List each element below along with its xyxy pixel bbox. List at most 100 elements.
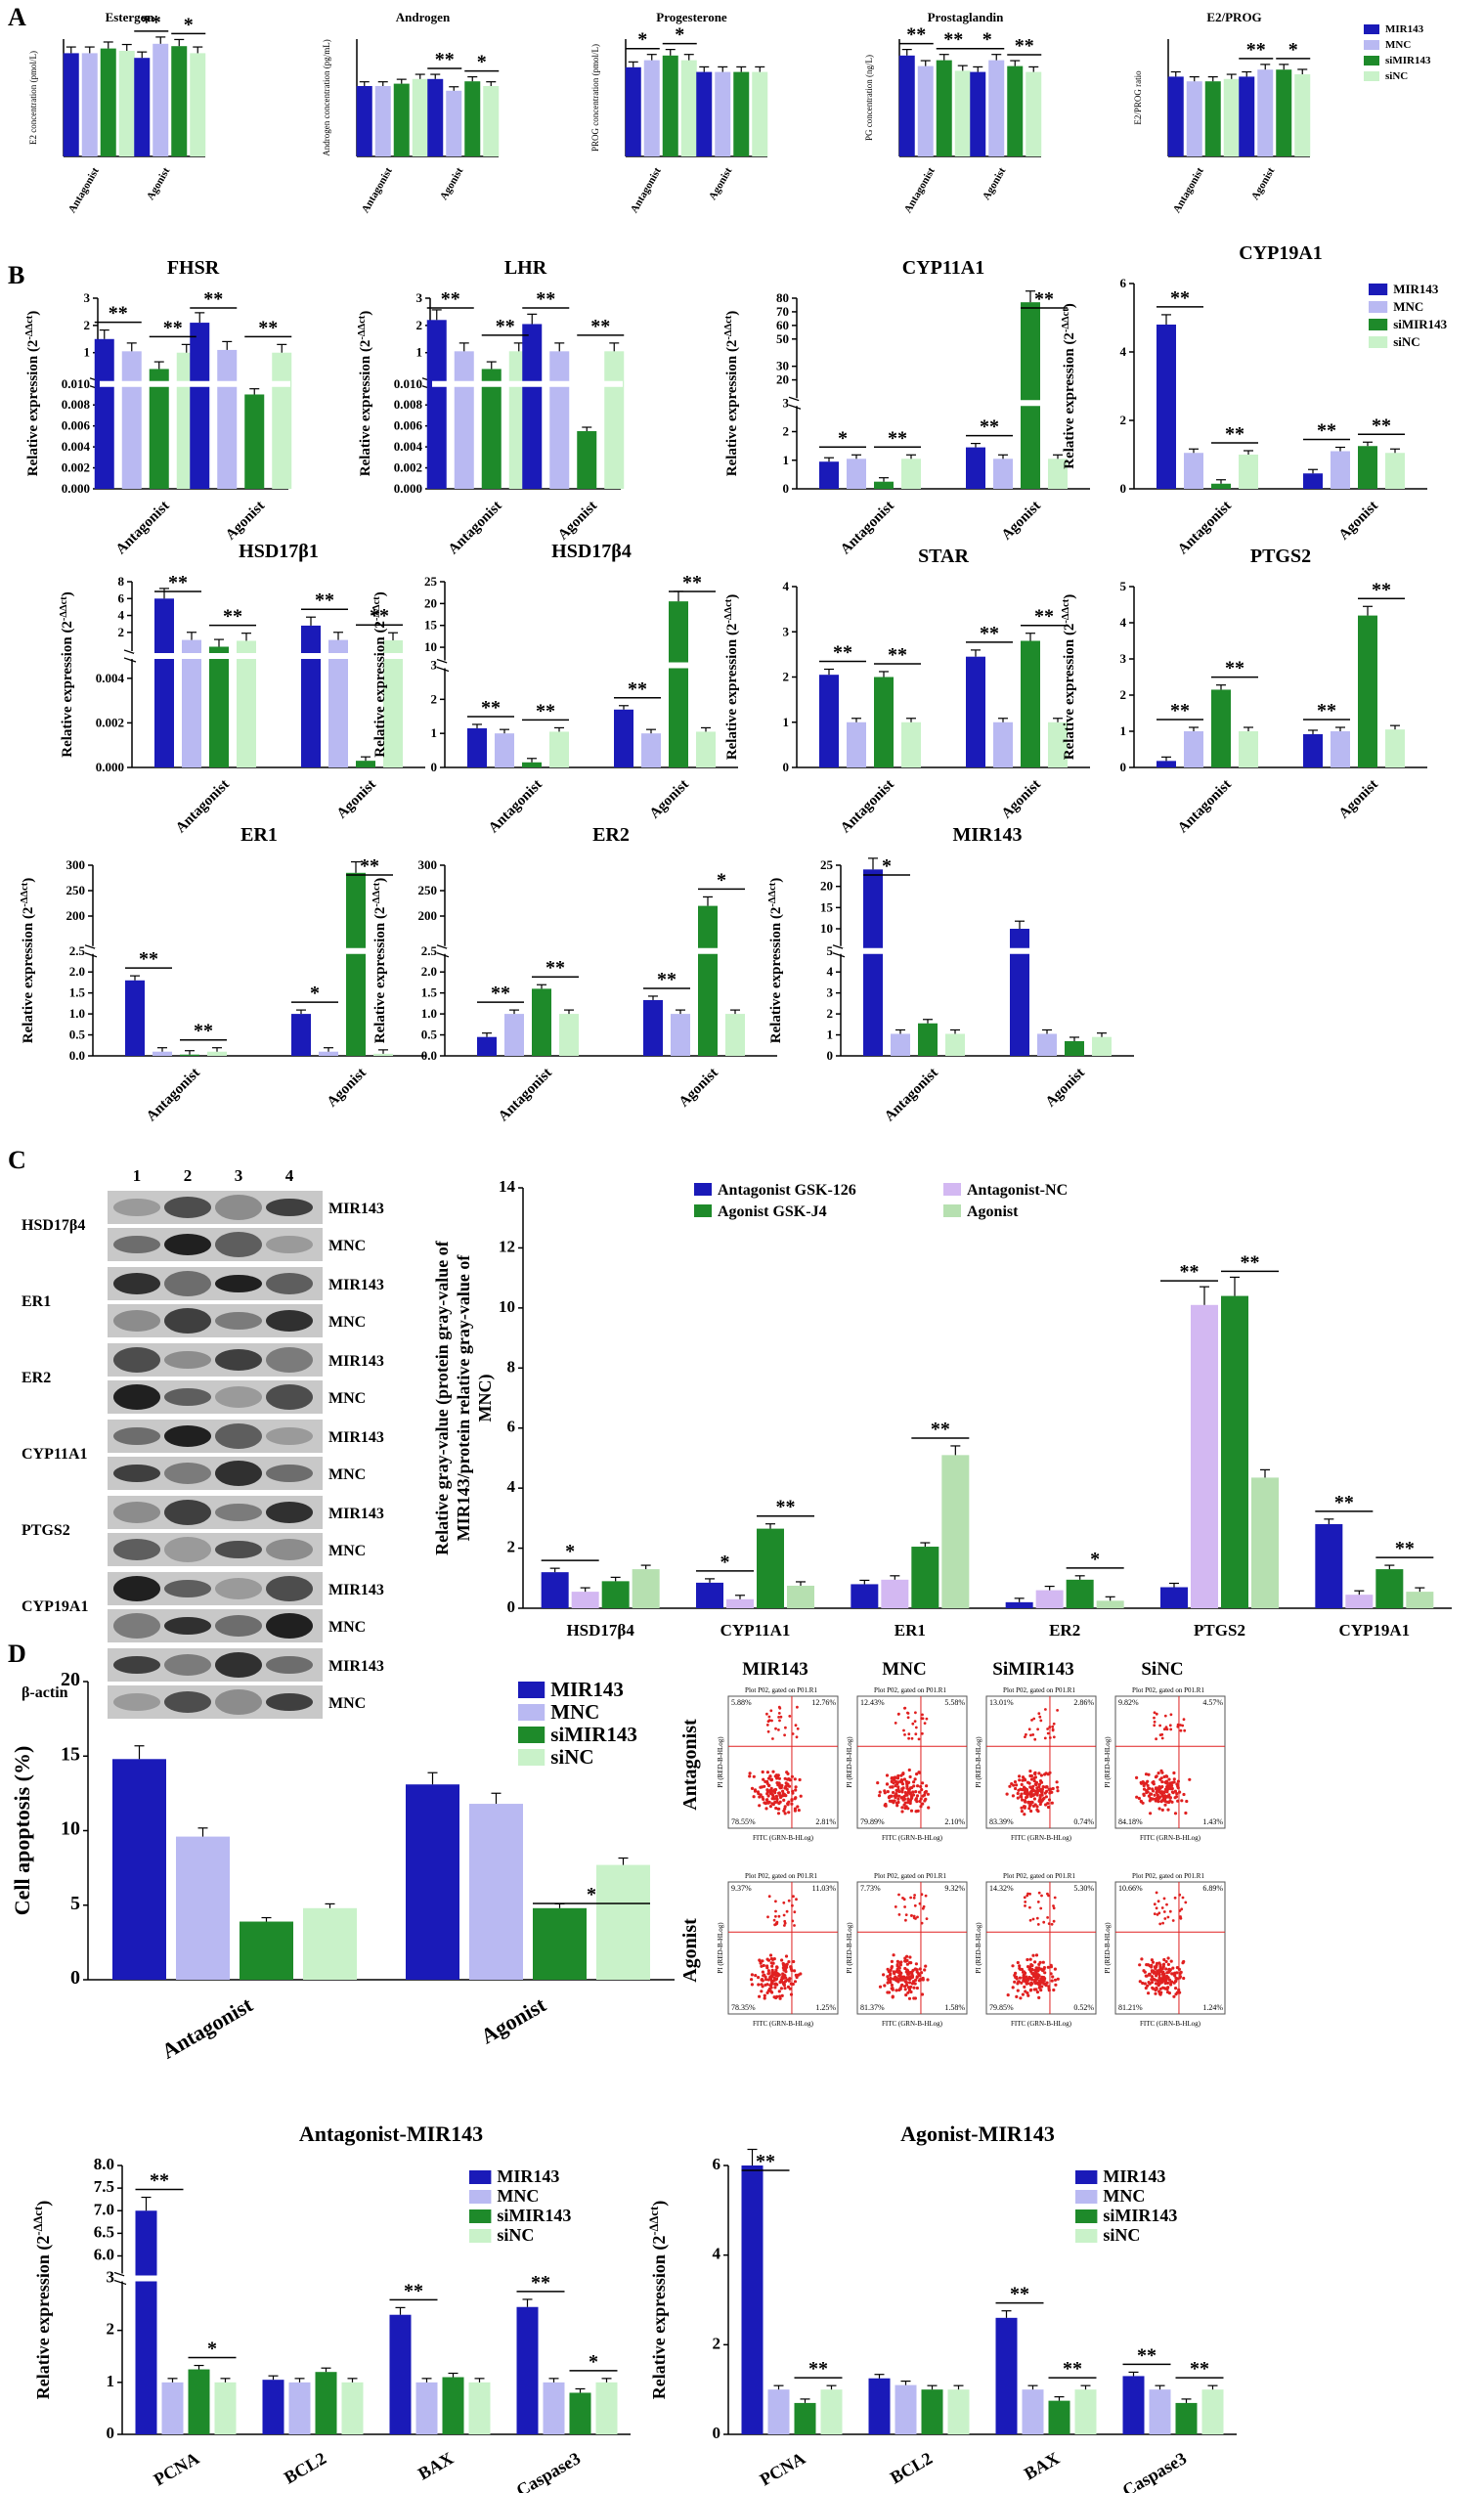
- flow-event: [895, 1776, 900, 1780]
- flow-event: [774, 1977, 779, 1981]
- x-category-label: PCNA: [757, 2448, 808, 2489]
- flow-event: [914, 1810, 918, 1814]
- bar-MNC-Antagonist: [81, 53, 98, 156]
- y-axis-title-close: ): [724, 311, 740, 316]
- flow-event: [1146, 1963, 1151, 1967]
- flow-plot-frame: [727, 1695, 839, 1829]
- flow-event: [900, 1810, 904, 1814]
- flow-event: [1140, 1781, 1144, 1785]
- flow-event: [923, 1968, 927, 1972]
- flow-event: [1157, 1961, 1161, 1965]
- bar-MIR143-Agonist: [1303, 733, 1323, 767]
- y-tick-label: 5: [70, 1893, 80, 1914]
- flow-event: [1046, 1772, 1050, 1776]
- flow-quadrant-ll: 78.35%: [731, 2003, 756, 2012]
- flow-event: [897, 1988, 901, 1992]
- bar-MNC-BAX: [415, 2382, 438, 2434]
- flow-event: [780, 1980, 784, 1984]
- bar-siNC-Antagonist: [954, 70, 971, 156]
- flow-event: [1038, 1793, 1043, 1797]
- flow-event: [760, 1964, 764, 1968]
- flow-event: [1162, 1957, 1166, 1962]
- bar-MIR143-Antagonist: [154, 598, 174, 767]
- legend-label-siMIR143: siMIR143: [1393, 317, 1447, 331]
- flow-event: [896, 1965, 901, 1969]
- y-tick-label: 0: [1120, 760, 1127, 774]
- bar-Antagonist-GSK-126-HSD17β4: [541, 1572, 569, 1608]
- significance-marker: *: [477, 52, 487, 73]
- flow-event: [777, 1716, 780, 1719]
- panel-letter-A: A: [8, 3, 26, 31]
- flow-event: [774, 1914, 777, 1918]
- bar-MIR143-Caspase3: [516, 2306, 539, 2434]
- bar-MNC-Antagonist: [1186, 81, 1202, 156]
- flow-event: [777, 1776, 782, 1780]
- significance-marker: **: [360, 855, 379, 877]
- chart-title: HSD17β4: [551, 541, 632, 562]
- flow-event: [761, 1959, 764, 1963]
- flow-event: [774, 1806, 778, 1811]
- flow-event: [892, 1953, 895, 1957]
- flow-event: [1173, 1789, 1177, 1793]
- flow-plot-header: Plot P02, gated on P01.R1: [1132, 1686, 1204, 1694]
- chart-title: Prostaglandin: [928, 10, 1005, 24]
- flow-plot-frame: [856, 1695, 968, 1829]
- flow-event: [1155, 1798, 1159, 1802]
- x-category-label: ER1: [895, 1621, 926, 1640]
- axis-break-mark: [123, 657, 137, 663]
- flow-event: [770, 1982, 774, 1986]
- bar-MIR143-Agonist: [1303, 473, 1323, 489]
- flow-column-title: MNC: [882, 1659, 926, 1680]
- flow-event: [1029, 1809, 1033, 1814]
- flow-event: [759, 1785, 763, 1789]
- flow-event: [883, 1984, 887, 1988]
- flow-quadrant-ur: 6.89%: [1202, 1884, 1223, 1893]
- legend-label-MNC: MNC: [550, 1700, 599, 1724]
- x-category-label: Agonist: [999, 499, 1044, 544]
- x-category-label: Agonist: [325, 1066, 370, 1111]
- y-axis-title-close: ): [1062, 303, 1077, 308]
- y-tick-label: 5: [1120, 579, 1127, 593]
- flow-event: [786, 1790, 791, 1794]
- legend-label-siMIR143: siMIR143: [1103, 2206, 1177, 2225]
- x-category-label: Agonist: [677, 1066, 721, 1111]
- flow-y-label: PI (RED-B-HLog): [1104, 1922, 1112, 1974]
- flow-event: [1156, 1788, 1159, 1792]
- y-tick-label: 0.0: [421, 1048, 437, 1063]
- flow-event: [774, 1968, 778, 1972]
- significance-marker: *: [982, 29, 992, 51]
- y-tick-label: 2.0: [69, 964, 85, 979]
- flow-event: [1019, 1996, 1023, 2000]
- flow-event: [770, 1789, 774, 1793]
- flow-event: [1034, 1781, 1038, 1785]
- bar-Agonist-GSK-J4-CYP19A1: [1375, 1569, 1404, 1608]
- flow-event: [796, 1705, 799, 1709]
- flow-event: [783, 1812, 787, 1815]
- bar-MNC-Agonist: [671, 1014, 690, 1056]
- flow-event: [1041, 1960, 1045, 1964]
- flow-event: [1016, 1989, 1020, 1992]
- legend-swatch: [694, 1204, 712, 1217]
- flow-event: [795, 1898, 798, 1902]
- flow-event: [793, 1969, 797, 1973]
- y-tick-label: 3: [431, 658, 438, 673]
- flow-event: [794, 1724, 798, 1728]
- y-tick-label: 20: [61, 1669, 80, 1690]
- flow-event: [908, 1774, 912, 1779]
- bar-MIR143-Agonist: [614, 709, 633, 767]
- y-tick-label: 1: [783, 453, 790, 467]
- flow-event: [1161, 1970, 1165, 1974]
- bar-MNC-Antagonist: [182, 639, 201, 767]
- blot-band: [164, 1308, 211, 1334]
- flow-event: [1160, 1799, 1164, 1803]
- flow-event: [1171, 1919, 1175, 1922]
- flow-event: [1155, 1961, 1159, 1965]
- flow-y-label: PI (RED-B-HLog): [846, 1922, 853, 1974]
- flow-event: [1026, 1993, 1030, 1997]
- bar-siMIR143-Agonist: [1065, 1040, 1084, 1056]
- y-tick-label: 4: [827, 964, 834, 979]
- bar-MNC-Agonist: [1331, 731, 1350, 767]
- flow-event: [1162, 1728, 1166, 1731]
- bar-siNC-Caspase3: [1201, 2389, 1224, 2434]
- flow-event: [766, 1776, 771, 1780]
